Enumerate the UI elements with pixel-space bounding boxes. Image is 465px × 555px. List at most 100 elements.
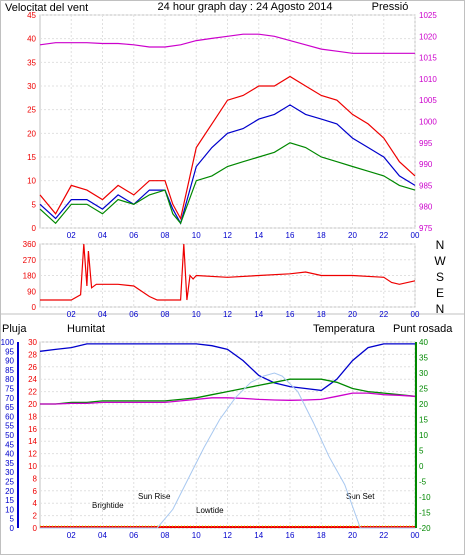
series-line-direction <box>40 243 416 301</box>
x-tick-1-10: 10 <box>192 231 201 240</box>
y2-tick-pressure-975: 975 <box>419 224 433 233</box>
y2-tick-temperature-30: 30 <box>419 369 428 378</box>
y-tick-humidity-30: 30 <box>5 468 14 477</box>
dir-letter-n-top: N <box>436 238 445 252</box>
y-tick-rain-6: 6 <box>33 487 38 496</box>
y-tick-humidity-10: 10 <box>5 505 14 514</box>
y2-tick-pressure-1010: 1010 <box>419 75 437 84</box>
wind-speed-label: Velocitat del vent <box>5 2 88 14</box>
y2-tick-temperature-40: 40 <box>419 338 428 347</box>
y2-tick-temperature--5: -5 <box>419 478 427 487</box>
x-tick-3-20: 20 <box>348 531 357 540</box>
series-line-solar <box>40 372 415 529</box>
x-tick-1-02: 02 <box>67 231 76 240</box>
y2-tick-temperature-35: 35 <box>419 354 428 363</box>
y2-tick-pressure-990: 990 <box>419 160 433 169</box>
y-tick-humidity-55: 55 <box>5 422 14 431</box>
y-tick-humidity-15: 15 <box>5 496 14 505</box>
sunset-annotation: Sun Set <box>346 492 375 501</box>
y2-tick-pressure-995: 995 <box>419 139 433 148</box>
y-tick-humidity-85: 85 <box>5 366 14 375</box>
y-tick-wind-0: 0 <box>32 224 37 233</box>
chart-title: 24 hour graph day : 24 Agosto 2014 <box>158 1 333 13</box>
x-tick-2-00: 00 <box>411 310 420 319</box>
x-tick-1-18: 18 <box>317 231 326 240</box>
x-tick-1-16: 16 <box>286 231 295 240</box>
y-tick-direction-180: 180 <box>23 272 37 281</box>
y2-tick-temperature-25: 25 <box>419 385 428 394</box>
x-tick-1-20: 20 <box>348 231 357 240</box>
y2-tick-temperature-0: 0 <box>419 462 424 471</box>
x-tick-3-16: 16 <box>286 531 295 540</box>
x-tick-3-08: 08 <box>161 531 170 540</box>
x-tick-1-22: 22 <box>379 231 388 240</box>
y-tick-humidity-95: 95 <box>5 347 14 356</box>
x-tick-3-02: 02 <box>67 531 76 540</box>
y-tick-wind-10: 10 <box>27 177 36 186</box>
series-line-gust <box>39 75 416 221</box>
y-tick-humidity-90: 90 <box>5 357 14 366</box>
y-tick-direction-270: 270 <box>23 256 37 265</box>
series-line-humitat <box>39 343 415 392</box>
x-tick-3-04: 04 <box>98 531 107 540</box>
y-tick-humidity-80: 80 <box>5 375 14 384</box>
y-tick-wind-5: 5 <box>32 200 37 209</box>
series-line-average <box>39 104 416 225</box>
y2-tick-temperature-5: 5 <box>419 447 424 456</box>
y-tick-wind-45: 45 <box>27 11 36 20</box>
y-tick-rain-26: 26 <box>28 363 37 372</box>
y-tick-humidity-60: 60 <box>5 412 14 421</box>
x-tick-1-12: 12 <box>223 231 232 240</box>
y-tick-wind-25: 25 <box>27 106 36 115</box>
x-tick-2-16: 16 <box>286 310 295 319</box>
y2-tick-temperature--20: -20 <box>419 524 431 533</box>
y-tick-direction-0: 0 <box>32 303 37 312</box>
dir-letter-n-bottom: N <box>436 302 445 316</box>
x-tick-3-22: 22 <box>379 531 388 540</box>
y2-tick-pressure-1000: 1000 <box>419 118 437 127</box>
y-tick-rain-24: 24 <box>28 375 37 384</box>
y-tick-direction-90: 90 <box>27 287 36 296</box>
x-tick-1-04: 04 <box>98 231 107 240</box>
x-tick-2-18: 18 <box>317 310 326 319</box>
y2-tick-pressure-1025: 1025 <box>419 11 437 20</box>
x-tick-2-20: 20 <box>348 310 357 319</box>
pressure-label: Pressió <box>372 1 409 13</box>
y-tick-humidity-0: 0 <box>10 524 15 533</box>
y-tick-rain-14: 14 <box>28 437 37 446</box>
humidity-label: Humitat <box>67 323 105 335</box>
series-line-temperatura <box>40 378 416 405</box>
x-tick-3-14: 14 <box>254 531 263 540</box>
x-tick-2-08: 08 <box>161 310 170 319</box>
series-line-punt-rosada <box>40 392 416 405</box>
y-tick-rain-30: 30 <box>28 338 37 347</box>
y-tick-rain-22: 22 <box>28 388 37 397</box>
x-tick-2-10: 10 <box>192 310 201 319</box>
y2-tick-pressure-1020: 1020 <box>419 32 437 41</box>
y-tick-rain-2: 2 <box>33 512 38 521</box>
y-tick-wind-20: 20 <box>27 129 36 138</box>
x-tick-2-12: 12 <box>223 310 232 319</box>
y-tick-rain-28: 28 <box>28 350 37 359</box>
x-tick-1-14: 14 <box>254 231 263 240</box>
y-tick-humidity-70: 70 <box>5 394 14 403</box>
y-tick-humidity-75: 75 <box>5 385 14 394</box>
x-tick-2-22: 22 <box>379 310 388 319</box>
x-tick-3-18: 18 <box>317 531 326 540</box>
x-tick-1-00: 00 <box>411 231 420 240</box>
y2-tick-temperature--10: -10 <box>419 493 431 502</box>
x-tick-2-14: 14 <box>254 310 263 319</box>
y2-tick-pressure-985: 985 <box>419 181 433 190</box>
series-line-speed <box>39 142 416 225</box>
y2-tick-pressure-980: 980 <box>419 203 433 212</box>
y-tick-rain-20: 20 <box>28 400 37 409</box>
rain-label: Pluja <box>2 323 27 335</box>
y2-tick-temperature-10: 10 <box>419 431 428 440</box>
x-tick-2-06: 06 <box>129 310 138 319</box>
y-tick-rain-4: 4 <box>33 499 38 508</box>
y2-tick-pressure-1015: 1015 <box>419 54 437 63</box>
dir-letter-w: W <box>434 254 446 268</box>
y-tick-humidity-50: 50 <box>5 431 14 440</box>
